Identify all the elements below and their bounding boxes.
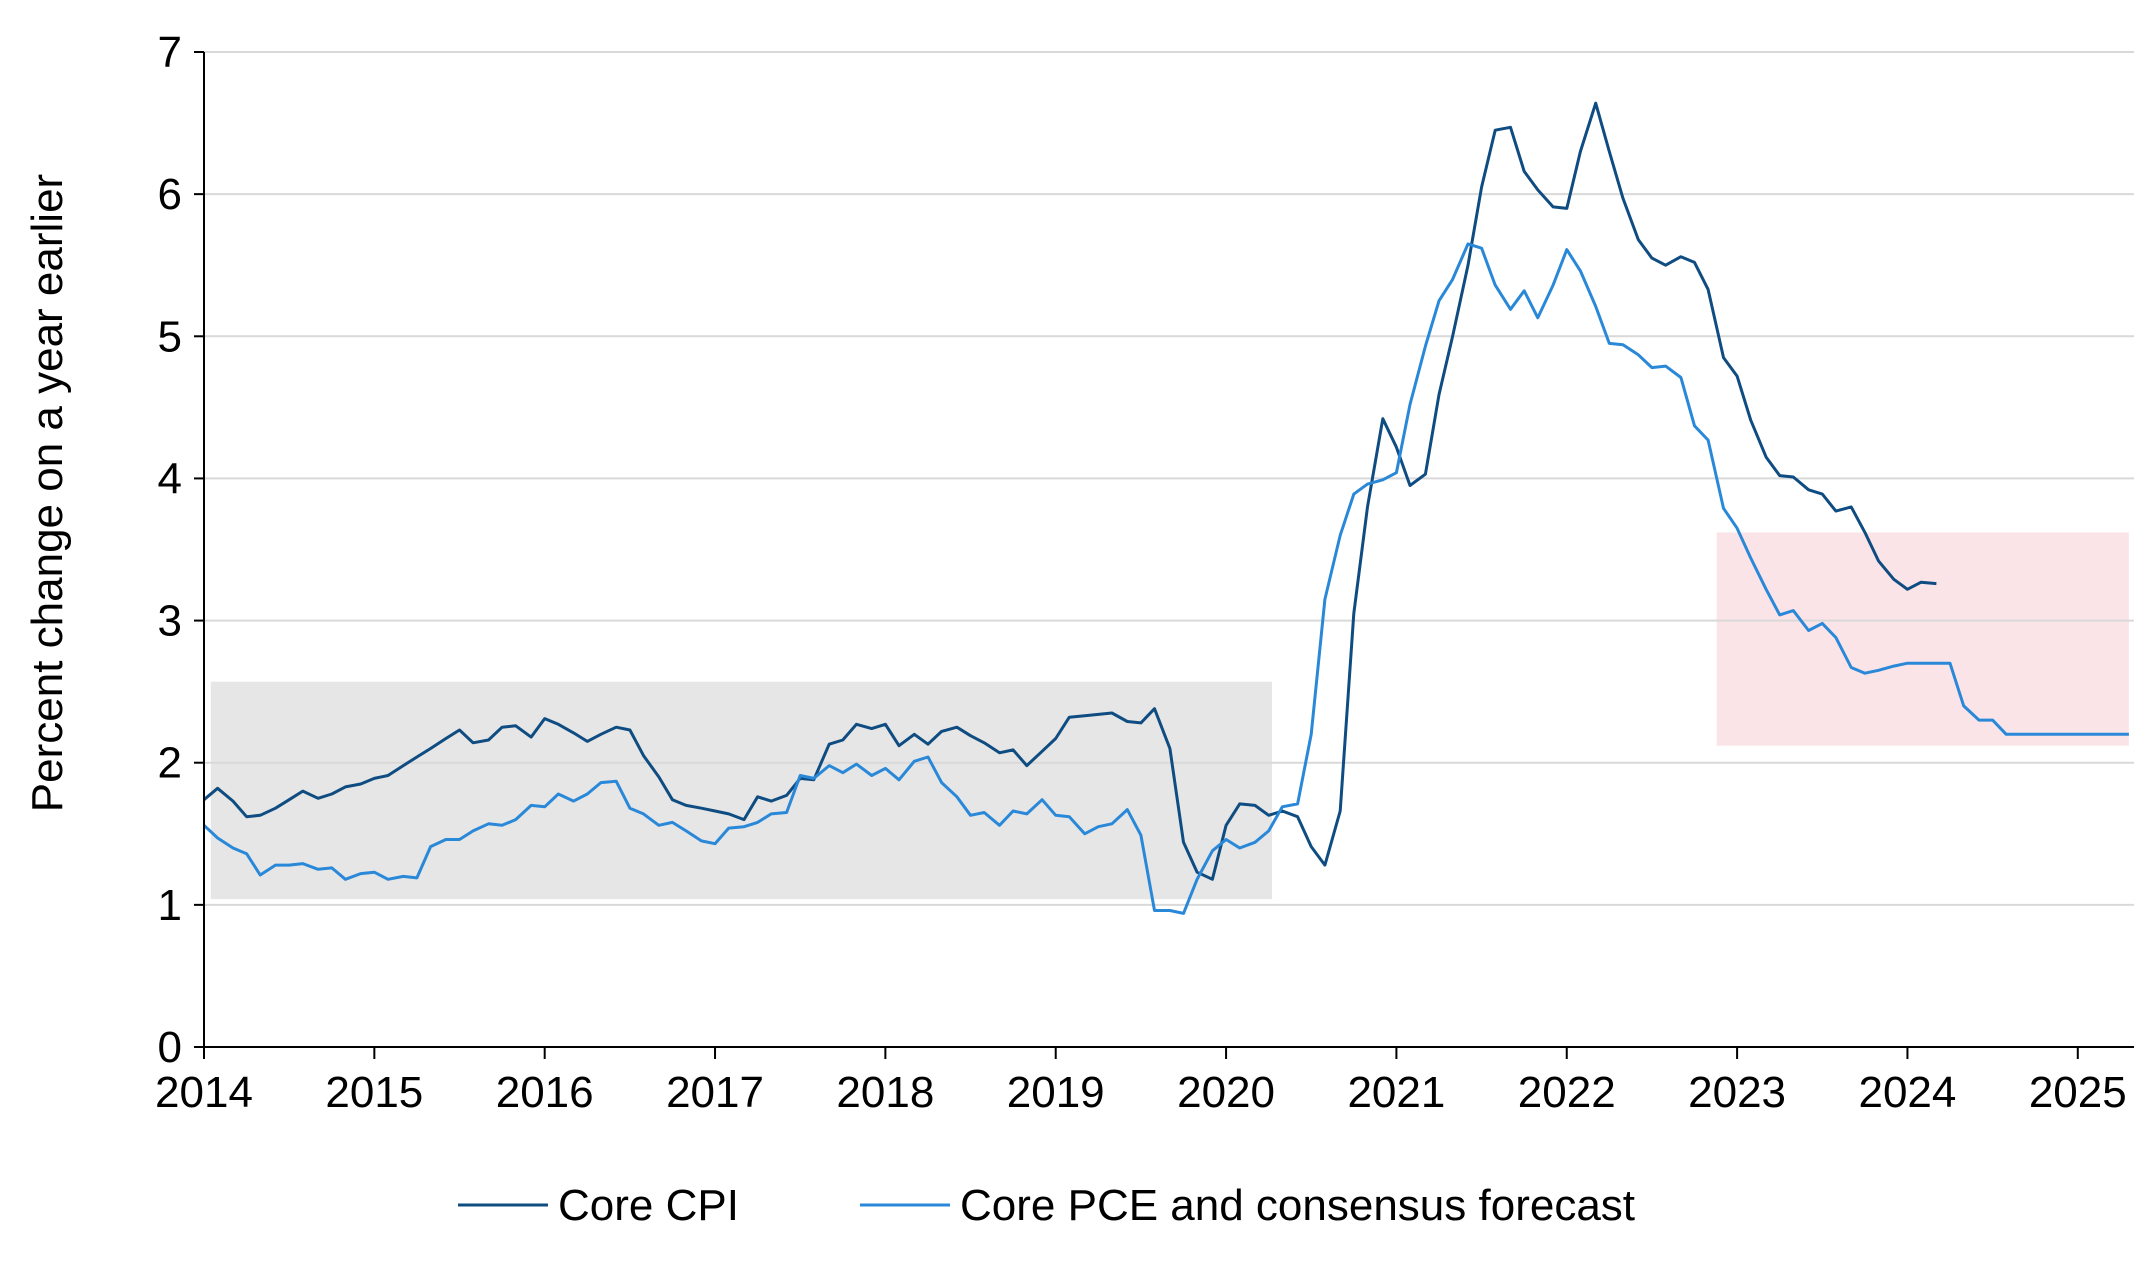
y-tick-label-4: 4 — [158, 454, 182, 503]
y-tick-label-7: 7 — [158, 28, 182, 77]
x-tick-label-2017: 2017 — [666, 1068, 764, 1117]
axes — [194, 51, 2134, 1059]
legend-label-core-pce: Core PCE and consensus forecast — [960, 1181, 1635, 1230]
x-tick-label-2023: 2023 — [1688, 1068, 1786, 1117]
series-lines — [202, 101, 2129, 915]
y-tick-label-1: 1 — [158, 881, 182, 930]
x-tick-label-2015: 2015 — [325, 1068, 423, 1117]
x-tick-label-2025: 2025 — [2029, 1068, 2127, 1117]
y-tick-label-0: 0 — [158, 1023, 182, 1072]
x-tick-label-2022: 2022 — [1518, 1068, 1616, 1117]
legend-label-core-cpi: Core CPI — [558, 1181, 739, 1230]
shaded-range-1 — [1716, 532, 2129, 746]
x-tick-label-2018: 2018 — [836, 1068, 934, 1117]
x-tick-label-2019: 2019 — [1007, 1068, 1105, 1117]
x-tick-label-2020: 2020 — [1177, 1068, 1275, 1117]
x-tick-label-2016: 2016 — [496, 1068, 594, 1117]
y-tick-label-2: 2 — [158, 739, 182, 788]
y-axis-title: Percent change on a year earlier — [23, 174, 72, 812]
shaded-regions — [210, 532, 2129, 900]
x-tick-label-2024: 2024 — [1858, 1068, 1956, 1117]
y-tick-label-3: 3 — [158, 597, 182, 646]
legend: Core CPI Core PCE and consensus forecast — [458, 1181, 1635, 1230]
x-tick-label-2014: 2014 — [155, 1068, 253, 1117]
gridlines — [204, 51, 2134, 906]
y-tick-label-5: 5 — [158, 312, 182, 361]
y-tick-labels: 0 1 2 3 4 5 6 7 — [158, 28, 182, 1072]
x-tick-label-2021: 2021 — [1347, 1068, 1445, 1117]
shaded-range-0 — [210, 681, 1273, 900]
x-tick-labels: 2014 2015 2016 2017 2018 2019 2020 2021 2022 2023… — [155, 1068, 2127, 1117]
series-line-1 — [202, 242, 2129, 915]
y-tick-label-6: 6 — [158, 170, 182, 219]
series-line-0 — [203, 101, 1937, 881]
